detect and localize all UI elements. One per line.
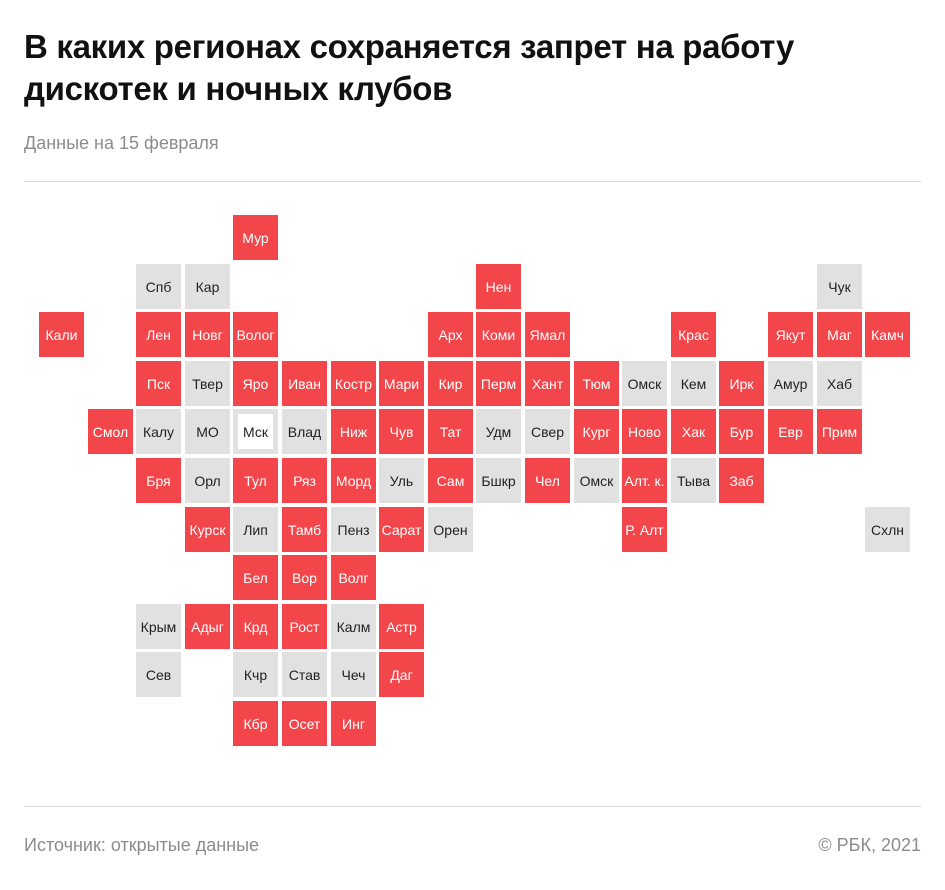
region-tile: Камч	[865, 312, 910, 357]
region-tile: Крас	[671, 312, 716, 357]
copyright-note: © РБК, 2021	[818, 835, 921, 855]
region-tile: Хак	[671, 409, 716, 454]
region-tile: Волог	[233, 312, 278, 357]
region-tile: Став	[282, 652, 327, 697]
region-tile: Кир	[428, 361, 473, 406]
region-tile: Тул	[233, 458, 278, 503]
region-tile: Кем	[671, 361, 716, 406]
region-tile: Р. Алт	[622, 507, 667, 552]
region-tile: Кали	[39, 312, 84, 357]
region-tile: Волг	[331, 555, 376, 600]
region-tile: Бел	[233, 555, 278, 600]
region-tile: Мари	[379, 361, 424, 406]
region-tile: Крым	[136, 604, 181, 649]
region-tile: Яро	[233, 361, 278, 406]
region-tile: Адыг	[185, 604, 230, 649]
region-tile: Прим	[817, 409, 862, 454]
region-tile: Алт. к.	[622, 458, 667, 503]
region-tile: Твер	[185, 361, 230, 406]
region-tile: Крд	[233, 604, 278, 649]
region-tile: Ямал	[525, 312, 570, 357]
region-tile: Инг	[331, 701, 376, 746]
region-tile: Маг	[817, 312, 862, 357]
chart-title: В каких регионах сохраняется запрет на р…	[24, 28, 795, 107]
region-tile: Хаб	[817, 361, 862, 406]
region-tile: Кбр	[233, 701, 278, 746]
region-tile: Сарат	[379, 507, 424, 552]
region-tile: Бур	[719, 409, 764, 454]
region-tile: Чук	[817, 264, 862, 309]
region-tile: Лен	[136, 312, 181, 357]
region-tile: Чел	[525, 458, 570, 503]
region-tile: Мск	[233, 409, 278, 454]
region-tile: Морд	[331, 458, 376, 503]
region-tile: Бшкр	[476, 458, 521, 503]
region-tile: Рост	[282, 604, 327, 649]
region-tile: Астр	[379, 604, 424, 649]
region-tile: Вор	[282, 555, 327, 600]
region-tile: Заб	[719, 458, 764, 503]
region-tile: Сам	[428, 458, 473, 503]
region-tile: Омск	[574, 458, 619, 503]
region-tile: Курск	[185, 507, 230, 552]
region-tile: Орл	[185, 458, 230, 503]
region-tile: Омск	[622, 361, 667, 406]
region-tile: Амур	[768, 361, 813, 406]
region-tile: Ниж	[331, 409, 376, 454]
region-tile: Иван	[282, 361, 327, 406]
region-tile: Мур	[233, 215, 278, 260]
region-tile: Ново	[622, 409, 667, 454]
region-tile: Ряз	[282, 458, 327, 503]
region-tile: Калм	[331, 604, 376, 649]
region-tile: Якут	[768, 312, 813, 357]
source-note: Источник: открытые данные	[24, 835, 260, 855]
region-tile: Лип	[233, 507, 278, 552]
region-tile: Костр	[331, 361, 376, 406]
region-tile: Калу	[136, 409, 181, 454]
region-tile: Пенз	[331, 507, 376, 552]
region-tile: Уль	[379, 458, 424, 503]
region-tile: Тамб	[282, 507, 327, 552]
region-tile: Сев	[136, 652, 181, 697]
region-tile: Орен	[428, 507, 473, 552]
region-tile: Ирк	[719, 361, 764, 406]
region-tile: Евр	[768, 409, 813, 454]
region-tile: Бря	[136, 458, 181, 503]
bottom-divider	[24, 806, 921, 807]
region-tile: Тыва	[671, 458, 716, 503]
region-tile: Хант	[525, 361, 570, 406]
region-tile: Удм	[476, 409, 521, 454]
region-tile: Спб	[136, 264, 181, 309]
region-tile: Нен	[476, 264, 521, 309]
region-tile: Тат	[428, 409, 473, 454]
region-tile: Кар	[185, 264, 230, 309]
region-tile: Влад	[282, 409, 327, 454]
chart-subtitle: Данные на 15 февраля	[24, 133, 219, 153]
region-tile: Чув	[379, 409, 424, 454]
region-tile: Коми	[476, 312, 521, 357]
region-tile: Тюм	[574, 361, 619, 406]
region-tile: Пск	[136, 361, 181, 406]
region-tile: Чеч	[331, 652, 376, 697]
region-tile: Кчр	[233, 652, 278, 697]
region-tile: МО	[185, 409, 230, 454]
region-tile: Смол	[88, 409, 133, 454]
top-divider	[24, 181, 921, 182]
region-tile: Перм	[476, 361, 521, 406]
region-tile: Новг	[185, 312, 230, 357]
region-tile: Даг	[379, 652, 424, 697]
region-tile: Осет	[282, 701, 327, 746]
region-tile: Схлн	[865, 507, 910, 552]
region-tile: Арх	[428, 312, 473, 357]
region-tile: Кург	[574, 409, 619, 454]
region-tile: Свер	[525, 409, 570, 454]
